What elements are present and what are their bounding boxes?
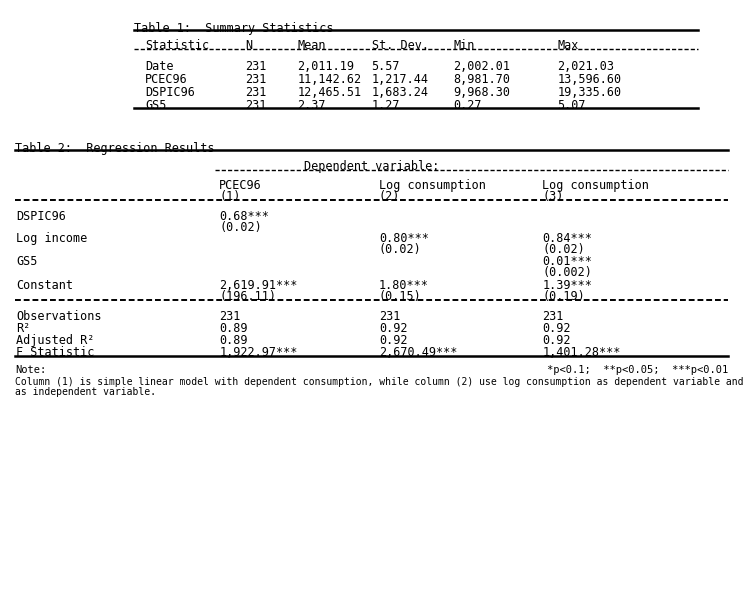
Text: 0.80***: 0.80*** <box>379 232 429 246</box>
Text: 2,002.01: 2,002.01 <box>453 60 510 73</box>
Text: 2,670.49***: 2,670.49*** <box>379 346 457 359</box>
Text: DSPIC96: DSPIC96 <box>16 210 66 223</box>
Text: 1.80***: 1.80*** <box>379 279 429 292</box>
Text: 11,142.62: 11,142.62 <box>297 73 361 86</box>
Text: Max: Max <box>557 39 579 52</box>
Text: 1.27: 1.27 <box>372 99 400 112</box>
Text: Statistic: Statistic <box>145 39 209 52</box>
Text: PCEC96: PCEC96 <box>145 73 188 86</box>
Text: 1,401.28***: 1,401.28*** <box>542 346 620 359</box>
Text: (3): (3) <box>542 190 564 203</box>
Text: Log consumption: Log consumption <box>542 179 649 192</box>
Text: 5.07: 5.07 <box>557 99 585 112</box>
Text: 231: 231 <box>245 99 267 112</box>
Text: Constant: Constant <box>16 279 74 292</box>
Text: Table 2:  Regression Results: Table 2: Regression Results <box>15 142 215 155</box>
Text: as independent variable.: as independent variable. <box>15 387 156 398</box>
Text: 0.92: 0.92 <box>542 322 571 335</box>
Text: 2.37: 2.37 <box>297 99 325 112</box>
Text: *p<0.1;  **p<0.05;  ***p<0.01: *p<0.1; **p<0.05; ***p<0.01 <box>547 365 728 375</box>
Text: DSPIC96: DSPIC96 <box>145 86 195 99</box>
Text: St. Dev.: St. Dev. <box>372 39 429 52</box>
Text: Note:: Note: <box>15 365 46 375</box>
Text: 5.57: 5.57 <box>372 60 400 73</box>
Text: 1,922.97***: 1,922.97*** <box>219 346 297 359</box>
Text: GS5: GS5 <box>145 99 166 112</box>
Text: Date: Date <box>145 60 173 73</box>
Text: 1,683.24: 1,683.24 <box>372 86 429 99</box>
Text: 0.01***: 0.01*** <box>542 255 592 268</box>
Text: 231: 231 <box>542 310 564 323</box>
Text: Log consumption: Log consumption <box>379 179 486 192</box>
Text: 2,619.91***: 2,619.91*** <box>219 279 297 292</box>
Text: 19,335.60: 19,335.60 <box>557 86 621 99</box>
Text: (0.15): (0.15) <box>379 290 422 303</box>
Text: 0.68***: 0.68*** <box>219 210 269 223</box>
Text: Min: Min <box>453 39 475 52</box>
Text: Observations: Observations <box>16 310 102 323</box>
Text: 0.89: 0.89 <box>219 334 247 347</box>
Text: 0.92: 0.92 <box>379 322 407 335</box>
Text: Adjusted R²: Adjusted R² <box>16 334 94 347</box>
Text: 1,217.44: 1,217.44 <box>372 73 429 86</box>
Text: F Statistic: F Statistic <box>16 346 94 359</box>
Text: 0.92: 0.92 <box>542 334 571 347</box>
Text: (2): (2) <box>379 190 400 203</box>
Text: 0.84***: 0.84*** <box>542 232 592 246</box>
Text: (0.002): (0.002) <box>542 266 592 279</box>
Text: 8,981.70: 8,981.70 <box>453 73 510 86</box>
Text: Log income: Log income <box>16 232 88 246</box>
Text: GS5: GS5 <box>16 255 38 268</box>
Text: 9,968.30: 9,968.30 <box>453 86 510 99</box>
Text: 231: 231 <box>245 73 267 86</box>
Text: (0.02): (0.02) <box>219 221 262 234</box>
Text: Table 1:  Summary Statistics: Table 1: Summary Statistics <box>134 22 334 35</box>
Text: 0.92: 0.92 <box>379 334 407 347</box>
Text: (0.19): (0.19) <box>542 290 585 303</box>
Text: 0.89: 0.89 <box>219 322 247 335</box>
Text: 12,465.51: 12,465.51 <box>297 86 361 99</box>
Text: 2,021.03: 2,021.03 <box>557 60 614 73</box>
Text: Dependent variable:: Dependent variable: <box>304 160 439 173</box>
Text: 231: 231 <box>245 86 267 99</box>
Text: 231: 231 <box>245 60 267 73</box>
Text: Mean: Mean <box>297 39 325 52</box>
Text: 231: 231 <box>379 310 400 323</box>
Text: 13,596.60: 13,596.60 <box>557 73 621 86</box>
Text: PCEC96: PCEC96 <box>219 179 262 192</box>
Text: 2,011.19: 2,011.19 <box>297 60 354 73</box>
Text: (1): (1) <box>219 190 241 203</box>
Text: Column (1) is simple linear model with dependent consumption, while column (2) u: Column (1) is simple linear model with d… <box>15 377 743 387</box>
Text: 1.39***: 1.39*** <box>542 279 592 292</box>
Text: N: N <box>245 39 253 52</box>
Text: (0.02): (0.02) <box>379 243 422 256</box>
Text: 231: 231 <box>219 310 241 323</box>
Text: R²: R² <box>16 322 30 335</box>
Text: 0.27: 0.27 <box>453 99 481 112</box>
Text: (196.11): (196.11) <box>219 290 276 303</box>
Text: (0.02): (0.02) <box>542 243 585 256</box>
